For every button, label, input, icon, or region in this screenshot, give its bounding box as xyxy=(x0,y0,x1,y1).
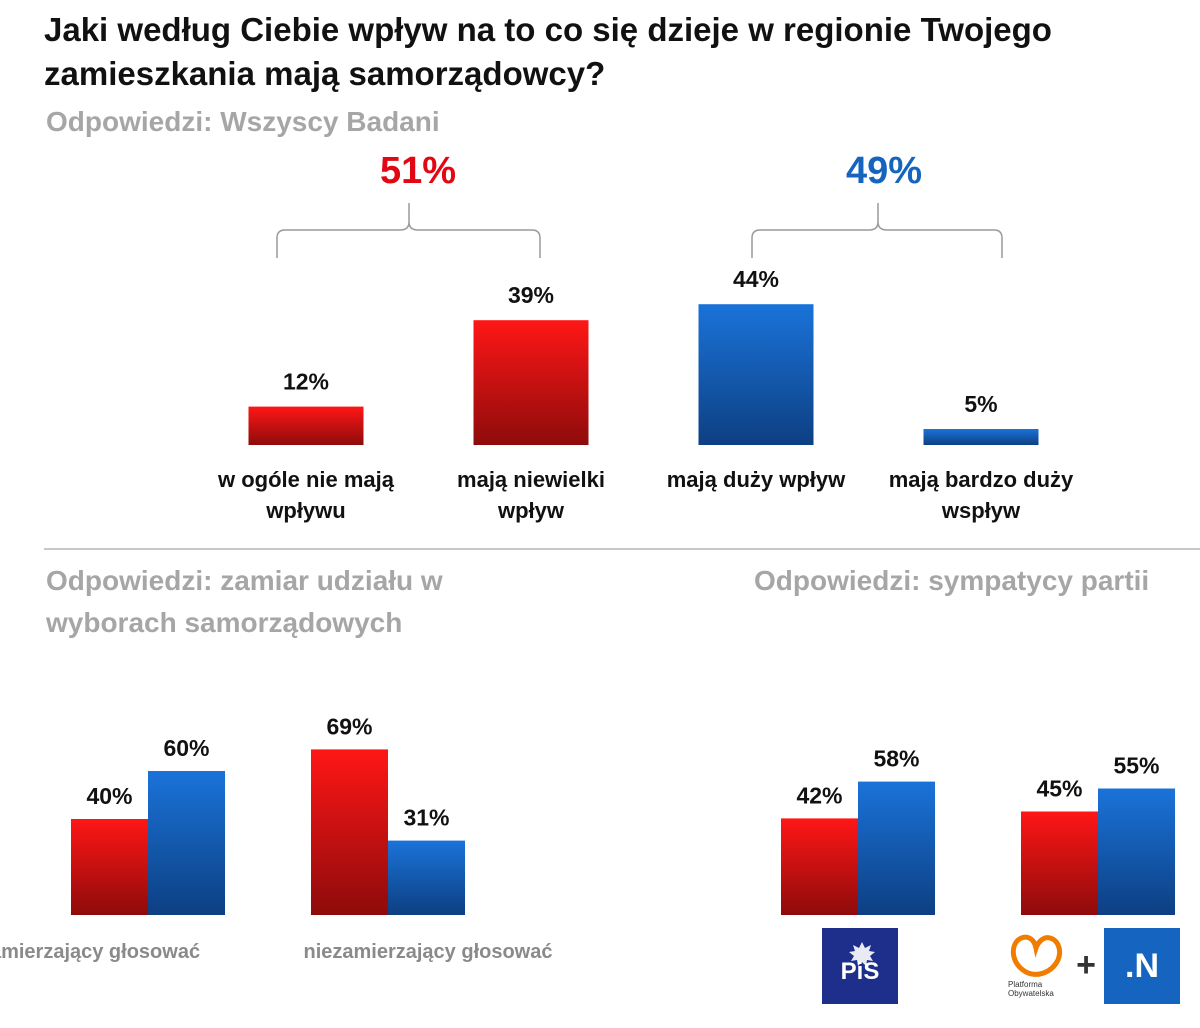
bracket-negative xyxy=(276,203,541,258)
bar-label-1: 39% xyxy=(508,282,554,308)
parties-bar-chart: 42% 58% 45% 55% xyxy=(781,746,1175,915)
pis-logo: PiS xyxy=(822,928,898,1004)
subtitle-all: Odpowiedzi: Wszyscy Badani xyxy=(46,106,440,137)
turnout-category-0: zamierzający głosować xyxy=(0,941,200,963)
bar-3 xyxy=(923,429,1039,445)
bar-label-3: 5% xyxy=(964,391,997,417)
party-bar-0-0 xyxy=(781,818,858,915)
bar-2 xyxy=(698,304,814,445)
turnout-bar-label-0-0: 40% xyxy=(86,783,132,809)
chart-title: Jaki według Ciebie wpływ na to co się dz… xyxy=(44,11,1052,92)
party-bar-1-0 xyxy=(1021,811,1098,915)
plus-sign: + xyxy=(1076,946,1096,984)
turnout-bar-0-0 xyxy=(71,819,148,915)
bracket-positive xyxy=(751,203,1003,258)
po-logo: Platforma Obywatelska xyxy=(1008,928,1070,1004)
category-label-3-0: mają bardzo duży xyxy=(889,467,1074,492)
party-bar-label-0-0: 42% xyxy=(796,782,842,808)
turnout-bar-label-0-1: 60% xyxy=(163,735,209,761)
bar-label-0: 12% xyxy=(283,369,329,395)
party-bar-label-1-1: 55% xyxy=(1113,753,1159,779)
turnout-bar-label-1-1: 31% xyxy=(403,805,449,831)
summary-positive: 49% xyxy=(845,150,923,192)
party-bar-label-1-0: 45% xyxy=(1036,776,1082,802)
category-label-1-1: wpływ xyxy=(497,498,565,523)
turnout-bar-chart: 40% 60% zamierzający głosować 69% 31% niezami… xyxy=(0,713,553,963)
category-label-2-0: mają duży wpływ xyxy=(667,467,846,492)
turnout-bar-0-1 xyxy=(148,771,225,915)
party-bar-label-0-1: 58% xyxy=(873,746,919,772)
turnout-bar-1-1 xyxy=(388,840,465,915)
summary-negative: 51% xyxy=(379,150,457,192)
nowoczesna-logo-text: .N xyxy=(1125,946,1159,985)
subtitle-parties: Odpowiedzi: sympatycy partii xyxy=(754,565,1150,596)
category-label-0-1: wpływu xyxy=(265,498,345,523)
turnout-bar-label-1-0: 69% xyxy=(326,713,372,739)
bar-1 xyxy=(473,320,589,445)
bar-label-2: 44% xyxy=(733,266,779,292)
pis-eagle-icon xyxy=(849,942,875,966)
category-label-0-0: w ogóle nie mają xyxy=(217,467,395,492)
divider xyxy=(44,548,1200,550)
po-heart-icon xyxy=(1010,934,1063,977)
pis-logo-text: PiS xyxy=(840,958,880,985)
bar-0 xyxy=(248,406,364,445)
turnout-bar-1-0 xyxy=(311,749,388,915)
party-bar-1-1 xyxy=(1098,788,1175,915)
party-bar-0-1 xyxy=(858,781,935,915)
category-label-3-1: wspływ xyxy=(941,498,1021,523)
po-logo-text: Platforma Obywatelska xyxy=(1008,980,1054,998)
subtitle-turnout: Odpowiedzi: zamiar udziału w wyborach sa… xyxy=(46,565,443,638)
nowoczesna-logo: .N xyxy=(1104,928,1180,1004)
main-bar-chart: 12% w ogóle nie mają wpływu 39% mają niewiel… xyxy=(217,266,1074,523)
category-label-1-0: mają niewielki xyxy=(457,467,605,492)
turnout-category-1: niezamierzający głosować xyxy=(303,941,552,963)
